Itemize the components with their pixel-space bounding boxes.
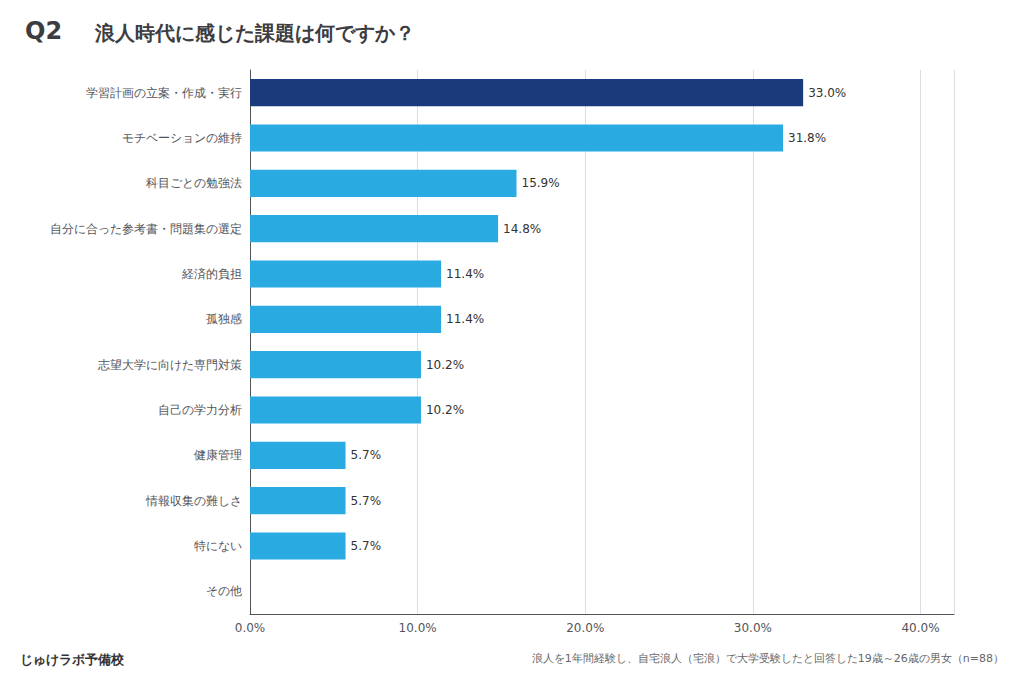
svg-text:じゅけラボ予備校: じゅけラボ予備校: [20, 652, 125, 667]
svg-text:孤独感: 孤独感: [206, 312, 242, 326]
svg-text:11.4%: 11.4%: [446, 312, 484, 326]
svg-text:20.0%: 20.0%: [566, 621, 604, 635]
svg-text:Q2: Q2: [25, 17, 62, 45]
svg-text:特にない: 特にない: [194, 539, 242, 553]
svg-text:0.0%: 0.0%: [235, 621, 266, 635]
svg-text:14.8%: 14.8%: [503, 222, 541, 236]
svg-text:その他: その他: [206, 584, 242, 598]
svg-text:31.8%: 31.8%: [788, 131, 826, 145]
svg-text:40.0%: 40.0%: [901, 621, 939, 635]
svg-text:浪人を1年間経験し、自宅浪人（宅浪）で大学受験したと回答した: 浪人を1年間経験し、自宅浪人（宅浪）で大学受験したと回答した19歳～26歳の男女…: [532, 652, 1004, 665]
svg-text:経済的負担: 経済的負担: [181, 267, 242, 281]
svg-text:科目ごとの勉強法: 科目ごとの勉強法: [146, 176, 242, 190]
svg-text:学習計画の立案・作成・実行: 学習計画の立案・作成・実行: [86, 86, 242, 100]
svg-text:自己の学力分析: 自己の学力分析: [158, 403, 242, 417]
svg-text:10.0%: 10.0%: [399, 621, 437, 635]
svg-text:志望大学に向けた専門対策: 志望大学に向けた専門対策: [98, 358, 242, 372]
svg-text:自分に合った参考書・問題集の選定: 自分に合った参考書・問題集の選定: [50, 222, 242, 236]
svg-text:11.4%: 11.4%: [446, 267, 484, 281]
svg-text:情報収集の難しさ: 情報収集の難しさ: [145, 494, 242, 508]
svg-text:5.7%: 5.7%: [351, 539, 382, 553]
svg-text:15.9%: 15.9%: [522, 176, 560, 190]
svg-text:5.7%: 5.7%: [351, 494, 382, 508]
svg-text:モチベーションの維持: モチベーションの維持: [122, 131, 242, 145]
svg-text:健康管理: 健康管理: [194, 448, 242, 462]
svg-text:浪人時代に感じた課題は何ですか？: 浪人時代に感じた課題は何ですか？: [94, 21, 415, 45]
svg-text:10.2%: 10.2%: [426, 358, 464, 372]
svg-text:10.2%: 10.2%: [426, 403, 464, 417]
svg-text:30.0%: 30.0%: [734, 621, 772, 635]
svg-text:33.0%: 33.0%: [808, 86, 846, 100]
svg-text:5.7%: 5.7%: [351, 448, 382, 462]
